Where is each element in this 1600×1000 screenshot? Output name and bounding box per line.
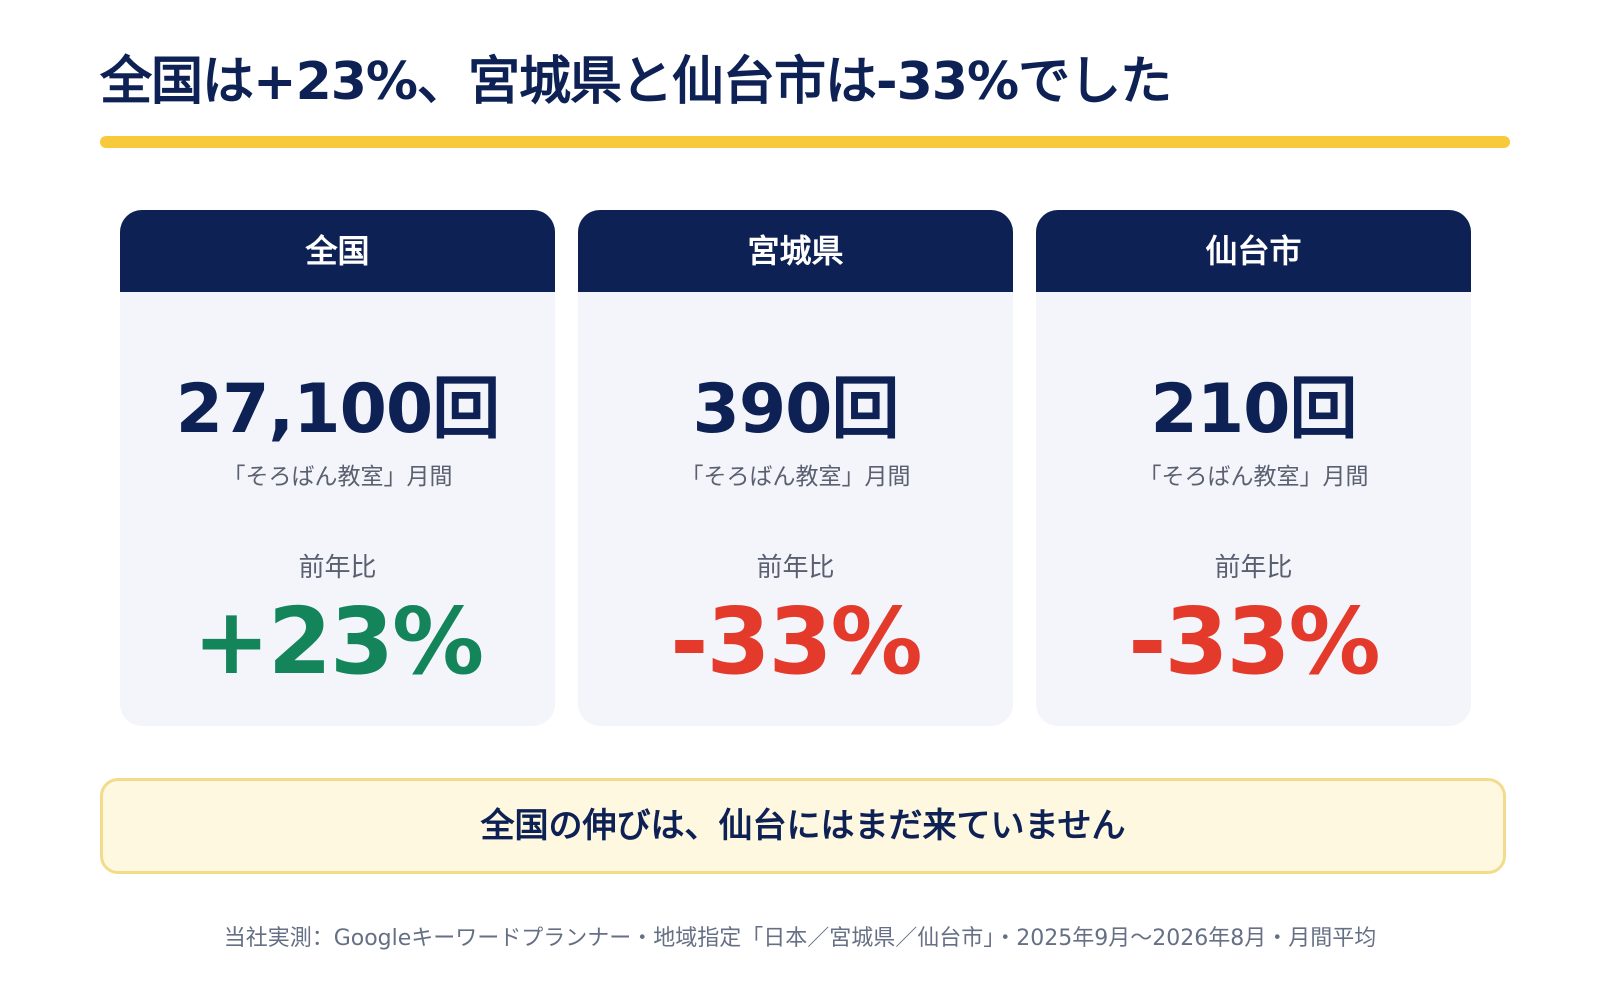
card-value: 210回 [1150, 370, 1358, 449]
card-value: 390回 [692, 370, 900, 449]
card-national: 全国 27,100回 「そろばん教室」月間 前年比 +23% [120, 210, 555, 726]
card-ratio: -33% [670, 588, 922, 695]
card-title: 全国 [120, 210, 555, 292]
source-footnote: 当社実測：Googleキーワードプランナー・地域指定「日本／宮城県／仙台市」・2… [223, 926, 1377, 951]
card-miyagi: 宮城県 390回 「そろばん教室」月間 前年比 -33% [578, 210, 1013, 726]
card-ratio: +23% [192, 588, 484, 695]
card-ratio-label: 前年比 [298, 553, 377, 583]
card-title: 宮城県 [578, 210, 1013, 292]
card-caption: 「そろばん教室」月間 [222, 464, 453, 490]
card-ratio-label: 前年比 [1214, 553, 1293, 583]
card-sendai: 仙台市 210回 「そろばん教室」月間 前年比 -33% [1036, 210, 1471, 726]
card-ratio: -33% [1128, 588, 1380, 695]
card-caption: 「そろばん教室」月間 [680, 464, 911, 490]
card-title: 仙台市 [1036, 210, 1471, 292]
headline: 全国は+23%、宮城県と仙台市は-33%でした [100, 52, 1172, 112]
card-caption: 「そろばん教室」月間 [1138, 464, 1369, 490]
card-value: 27,100回 [175, 370, 500, 449]
card-ratio-label: 前年比 [756, 553, 835, 583]
conclusion-banner: 全国の伸びは、仙台にはまだ来ていません [100, 778, 1506, 874]
stat-cards: 全国 27,100回 「そろばん教室」月間 前年比 +23% 宮城県 390回 … [120, 210, 1471, 726]
headline-underline [100, 136, 1510, 148]
